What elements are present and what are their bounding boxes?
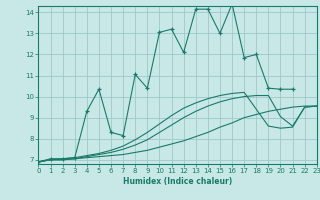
- X-axis label: Humidex (Indice chaleur): Humidex (Indice chaleur): [123, 177, 232, 186]
